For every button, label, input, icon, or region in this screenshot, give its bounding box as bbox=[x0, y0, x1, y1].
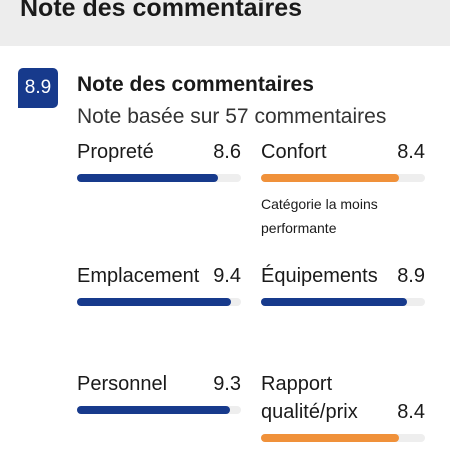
rating-name: Personnel bbox=[77, 373, 168, 395]
bar-track bbox=[261, 298, 425, 306]
rating-row: Rapport qualité/prix 8.4 bbox=[261, 370, 425, 426]
rating-score: 8.9 bbox=[397, 265, 425, 287]
score-badge: 8.9 bbox=[18, 68, 58, 108]
bar bbox=[261, 174, 399, 182]
rating-name: Propreté bbox=[77, 141, 154, 163]
bar bbox=[261, 434, 399, 442]
rating-row: Emplacement 9.4 bbox=[77, 262, 241, 290]
rating-item: Rapport qualité/prix 8.4 bbox=[261, 370, 425, 442]
header-title: Note des commentaires bbox=[20, 0, 303, 22]
rating-row: Personnel 9.3 bbox=[77, 370, 241, 398]
rating-name: Confort bbox=[261, 141, 327, 163]
rating-name: Équipements bbox=[261, 265, 378, 287]
rating-item: Personnel 9.3 bbox=[77, 370, 241, 414]
bar bbox=[77, 406, 230, 414]
rating-score: 8.4 bbox=[397, 141, 425, 163]
rating-item: Équipements 8.9 bbox=[261, 262, 425, 306]
bar-track bbox=[261, 434, 425, 442]
rating-row: Propreté 8.6 bbox=[77, 138, 241, 166]
rating-note: Catégorie la moins performante bbox=[261, 196, 378, 236]
rating-name: Rapport qualité/prix bbox=[261, 373, 358, 423]
rating-item: Confort 8.4 Catégorie la moins performante bbox=[261, 138, 425, 240]
header: Note des commentaires bbox=[0, 0, 450, 46]
bar bbox=[77, 298, 232, 306]
rating-score: 9.4 bbox=[213, 265, 241, 287]
rating-item: Propreté 8.6 bbox=[77, 138, 241, 182]
bar-track bbox=[261, 174, 425, 182]
bar bbox=[77, 174, 219, 182]
bar-track bbox=[77, 298, 241, 306]
bar-track bbox=[77, 174, 241, 182]
rating-row: Équipements 8.9 bbox=[261, 262, 425, 290]
rating-name: Emplacement bbox=[77, 265, 200, 287]
rating-row: Confort 8.4 bbox=[261, 138, 425, 166]
rating-score: 8.6 bbox=[213, 141, 241, 163]
summary-subtitle: Note basée sur 57 commentaires bbox=[77, 105, 387, 128]
rating-score: 8.4 bbox=[397, 401, 425, 423]
summary-title: Note des commentaires bbox=[77, 73, 314, 96]
bar-track bbox=[77, 406, 241, 414]
bar bbox=[261, 298, 407, 306]
rating-item: Emplacement 9.4 bbox=[77, 262, 241, 306]
rating-score: 9.3 bbox=[213, 373, 241, 395]
